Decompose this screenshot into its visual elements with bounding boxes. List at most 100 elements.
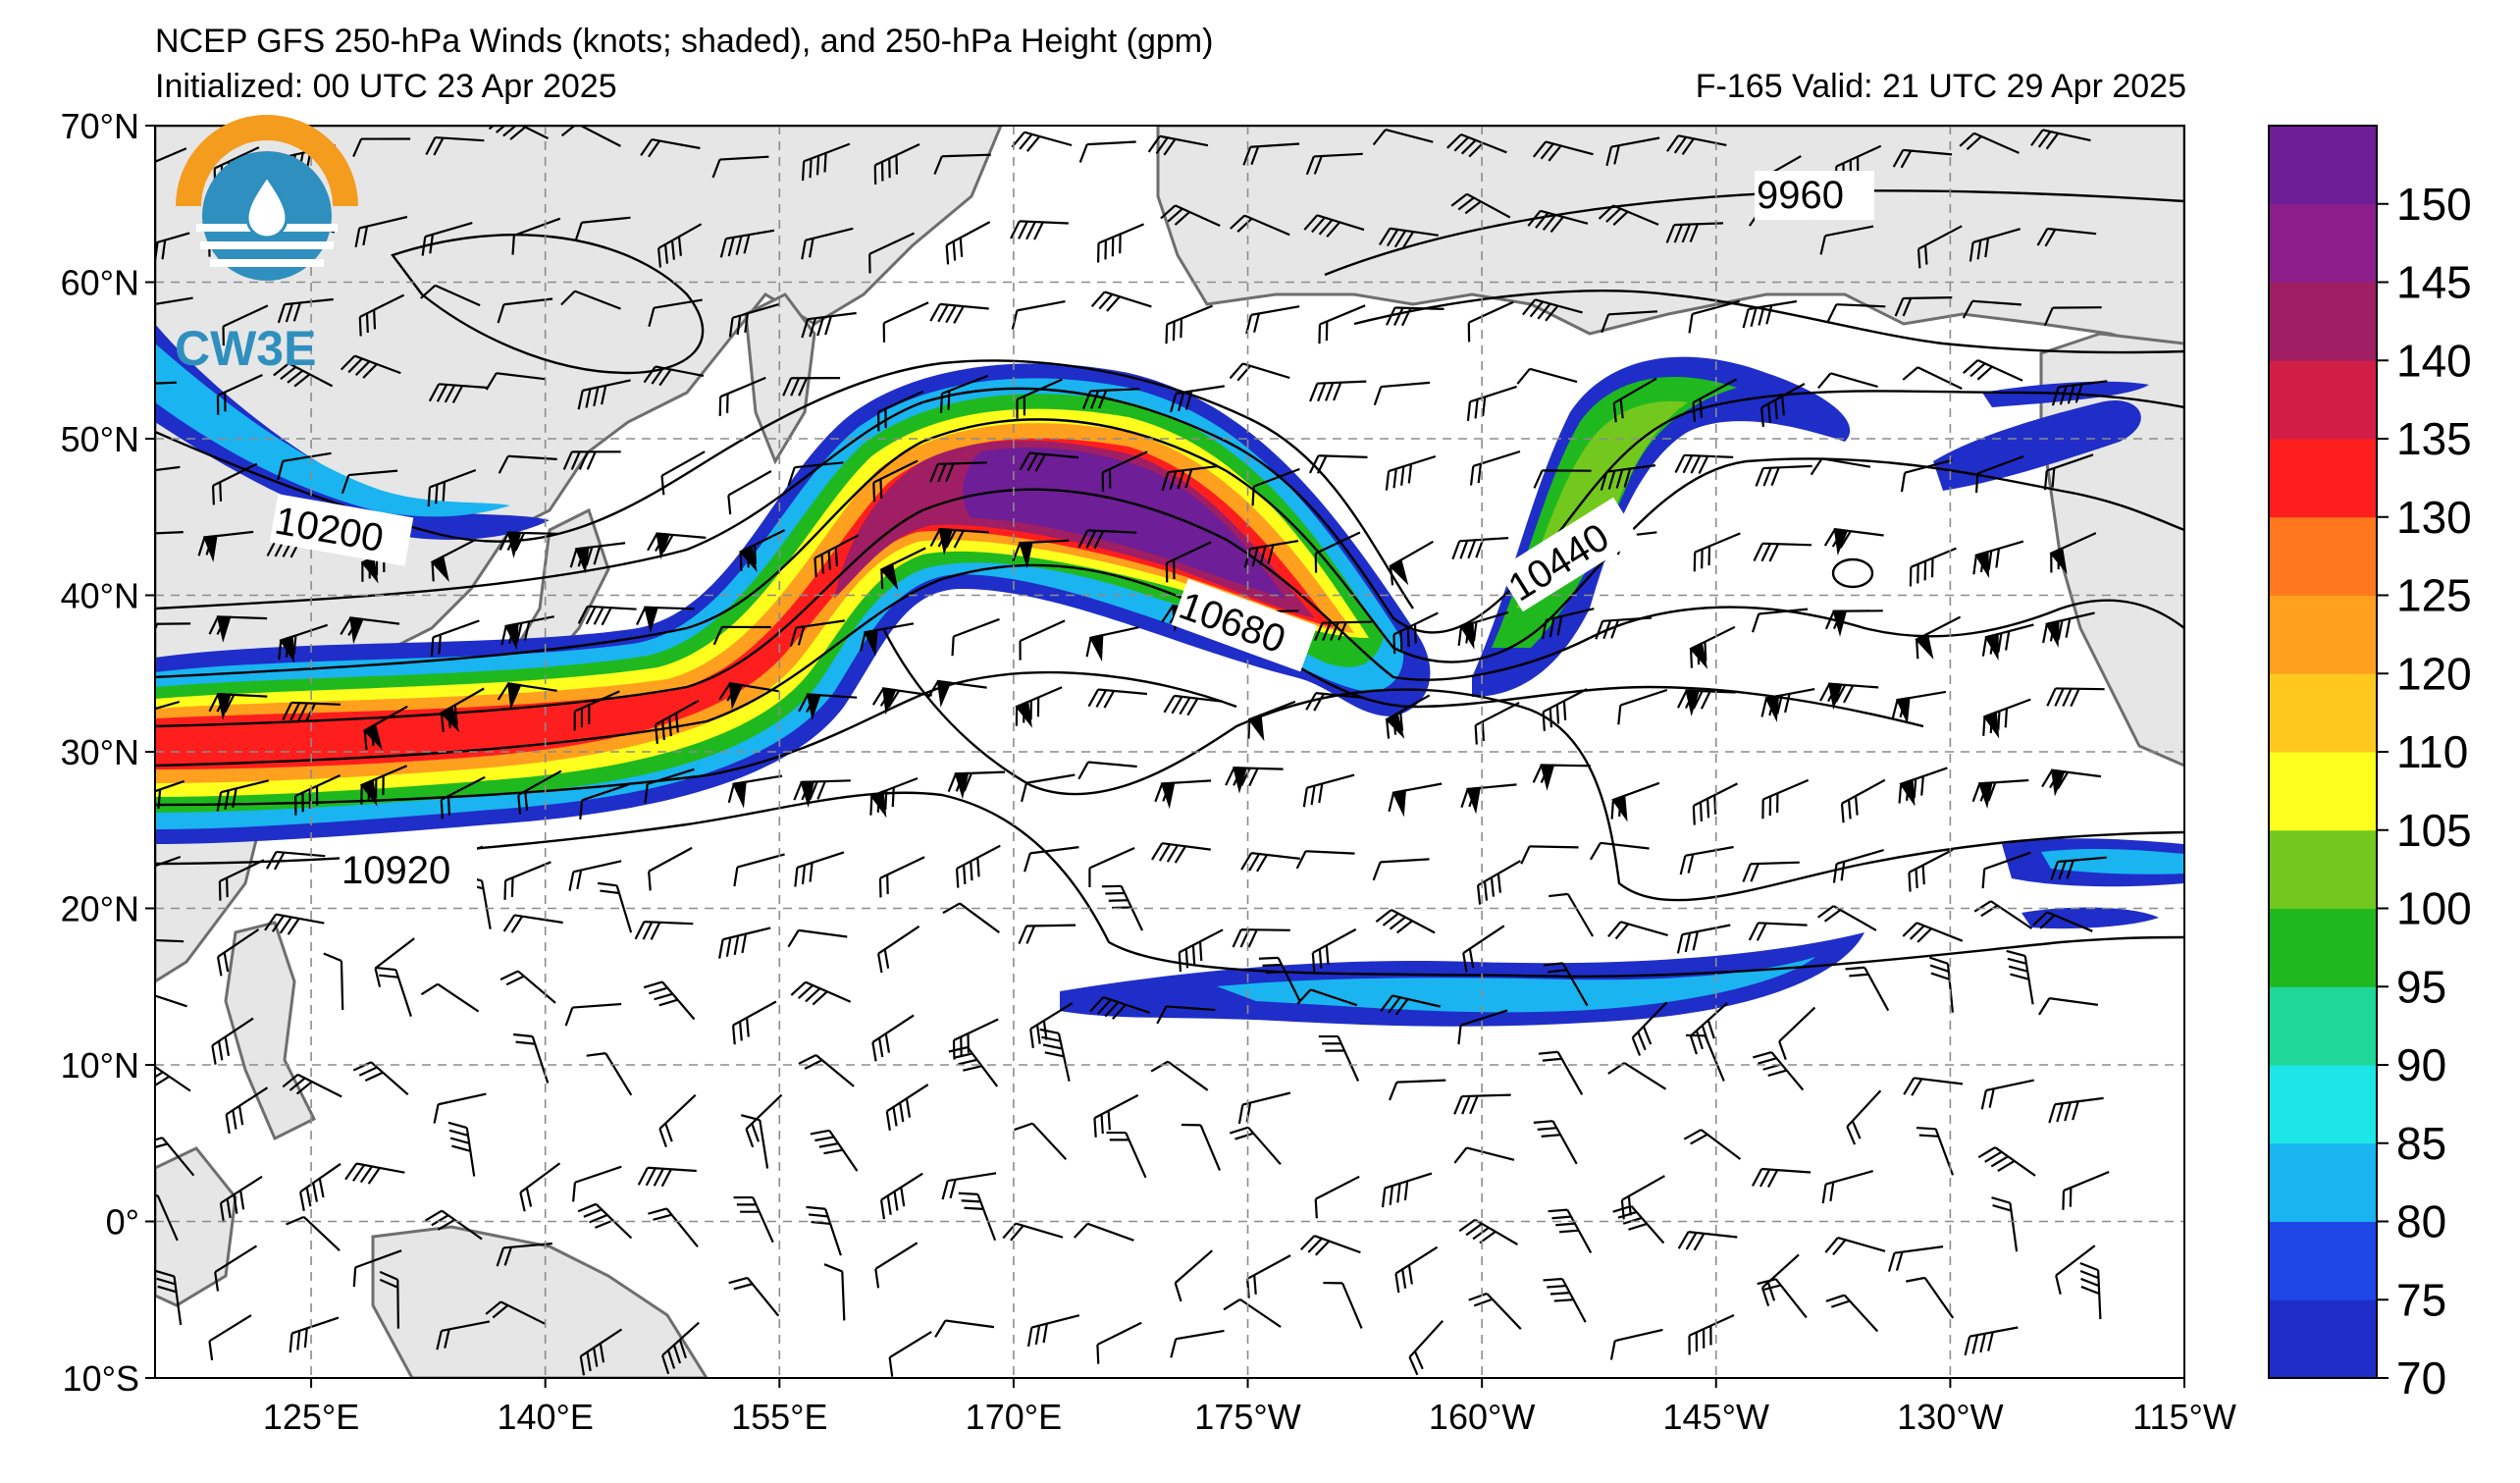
- wind-barb: [2032, 911, 2093, 932]
- wind-barb: [447, 1121, 476, 1177]
- wind-barb: [2048, 1096, 2104, 1124]
- wind-barb: [1097, 223, 1145, 263]
- land-masses: [155, 126, 2184, 1378]
- wind-barb: [1892, 148, 1953, 169]
- wind-barb: [1024, 846, 1079, 873]
- wind-barb: [1178, 928, 1224, 973]
- wind-barb: [499, 970, 556, 1004]
- jet-subtropical-east-inner: [2041, 848, 2184, 874]
- lat-tick-label: 40°N: [61, 576, 139, 616]
- wind-barb: [485, 372, 546, 391]
- wind-barb: [1093, 1093, 1139, 1138]
- wind-barb: [1755, 464, 1812, 487]
- wind-barb: [1824, 609, 1883, 637]
- wind-barb: [1538, 1050, 1584, 1095]
- colorbar-segment: [2269, 126, 2377, 205]
- colorbar-tick-label: 130: [2396, 492, 2472, 543]
- wind-barb: [1991, 1196, 2019, 1252]
- wind-barb: [1106, 1131, 1147, 1179]
- wind-barb: [1598, 204, 1659, 226]
- wind-barb: [264, 913, 325, 935]
- lat-tick-label: 70°N: [61, 106, 139, 146]
- colorbar-segment: [2269, 1299, 2377, 1379]
- wind-barb: [868, 232, 915, 274]
- wind-barb: [1679, 845, 1734, 875]
- wind-barb: [660, 450, 706, 496]
- wind-barb: [648, 298, 703, 328]
- wind-barb: [1600, 464, 1656, 491]
- wind-barb: [1916, 225, 1963, 269]
- wind-barb: [947, 770, 1006, 800]
- wind-barb: [1825, 1294, 1879, 1333]
- wind-barb: [1541, 608, 1595, 640]
- lat-tick-label: 60°N: [61, 263, 139, 303]
- wind-barb: [810, 1129, 859, 1172]
- height-contour: [391, 234, 705, 375]
- wind-barb: [155, 779, 185, 810]
- wind-barb: [1742, 299, 1798, 329]
- contour-label-bg: [269, 494, 414, 566]
- height-contour: [155, 670, 1237, 807]
- contour-label-9960: 9960: [1757, 174, 1844, 217]
- wind-barb: [214, 1245, 258, 1292]
- colorbar-tick-label: 105: [2396, 805, 2472, 856]
- wind-barb: [277, 451, 332, 481]
- colorbar-tick-label: 100: [2396, 883, 2472, 934]
- wind-barb: [1607, 921, 1668, 940]
- wind-barb: [1015, 686, 1063, 728]
- wind-barb: [211, 1017, 254, 1065]
- wind-barb: [376, 966, 412, 1017]
- wind-barb: [358, 293, 405, 337]
- wind-barb: [801, 142, 851, 182]
- wind-barb: [658, 1093, 697, 1147]
- lat-tick-label: 30°N: [61, 732, 139, 772]
- wind-barb: [1760, 383, 1806, 427]
- wind-barb: [636, 606, 695, 634]
- wind-barb: [1232, 928, 1290, 948]
- wind-barb: [727, 470, 772, 515]
- wind-barb: [1314, 620, 1372, 642]
- wind-barb: [1299, 1235, 1361, 1256]
- jet-150kt: [963, 448, 1286, 599]
- wind-barb: [362, 705, 408, 751]
- wind-barb: [428, 383, 489, 403]
- wind-barb: [425, 135, 485, 156]
- wind-barb: [1543, 962, 1589, 1007]
- wind-barb: [1819, 682, 1879, 711]
- colorbar-tick-label: 70: [2396, 1352, 2446, 1404]
- wind-barb: [1612, 377, 1657, 423]
- wind-barb: [711, 155, 769, 179]
- wind-barb: [1891, 690, 1947, 724]
- wind-barb: [498, 454, 557, 474]
- wind-barb: [1163, 694, 1224, 716]
- colorbar: 70 75 80 85 90 95 100 105 110 120 125 130 135 140 145 1…: [2268, 125, 2472, 1404]
- gridlines: [155, 126, 2184, 1378]
- colorbar-tick-label: 95: [2396, 961, 2446, 1012]
- wind-barb: [2062, 1170, 2110, 1210]
- wind-barb: [1898, 767, 1948, 807]
- wind-barb: [643, 365, 705, 387]
- colorbar-tick-label: 85: [2396, 1118, 2446, 1169]
- wind-barb: [577, 605, 637, 626]
- wind-barb: [1305, 152, 1363, 176]
- lat-tick-label: 0°: [106, 1202, 139, 1243]
- wind-barb: [323, 952, 344, 1011]
- height-contours: [155, 189, 2184, 979]
- wind-barb: [933, 153, 991, 175]
- wind-barb: [289, 1316, 340, 1353]
- wind-barb: [877, 390, 924, 432]
- wind-barb: [859, 622, 915, 657]
- wind-barb: [352, 137, 411, 158]
- wind-barb: [879, 547, 926, 591]
- wind-barb: [216, 928, 260, 977]
- logo-sun-arc: [176, 115, 358, 207]
- wind-barb: [1973, 900, 2033, 929]
- wind-barb: [2042, 611, 2095, 648]
- height-contour: [155, 791, 2184, 979]
- wind-barb: [496, 1242, 552, 1267]
- wind-barb: [1676, 689, 1736, 716]
- wind-barb: [499, 531, 558, 558]
- wind-barb: [787, 928, 848, 948]
- wind-barb: [497, 297, 553, 324]
- wind-barb: [208, 615, 268, 643]
